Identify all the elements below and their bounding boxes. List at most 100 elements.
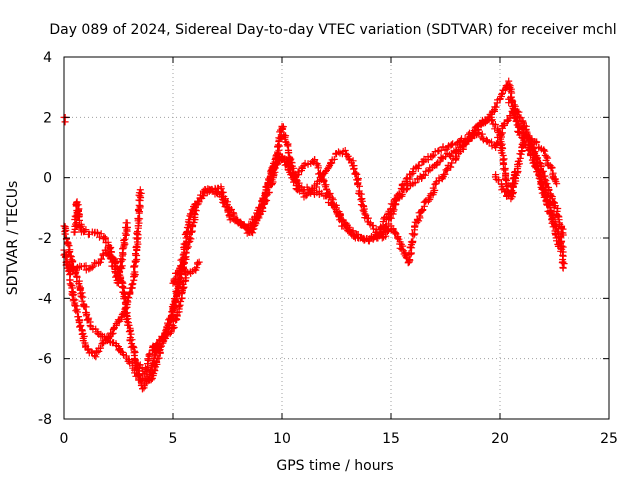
data-points-segment: [76, 322, 89, 351]
data-points-segment: [122, 315, 136, 345]
data-points-segment: [130, 222, 142, 281]
data-points-segment: [342, 150, 357, 170]
data-points-segment: [402, 181, 415, 194]
data-points-segment: [540, 146, 552, 170]
data-points-segment: [546, 209, 561, 242]
series-track-4: [62, 219, 131, 287]
x-tick-label: 10: [273, 431, 291, 447]
data-point: [136, 186, 144, 194]
data-points-segment: [119, 219, 131, 257]
data-points-segment: [73, 272, 88, 309]
data-points-segment: [530, 148, 543, 175]
data-points-segment: [61, 223, 74, 260]
data-points-segment: [106, 338, 120, 350]
data-points-segment: [411, 208, 425, 226]
data-points-segment: [259, 176, 277, 212]
data-points-segment: [488, 116, 503, 137]
data-points-segment: [279, 153, 294, 176]
data-points-segment: [115, 345, 133, 365]
data-points-segment: [84, 345, 96, 357]
data-points-segment: [514, 143, 526, 171]
data-points-segment: [535, 168, 547, 197]
data-points-segment: [410, 155, 428, 173]
series-track-6: [169, 258, 203, 287]
data-points-segment: [558, 256, 568, 271]
series-layer: [60, 77, 568, 393]
x-tick-label: 5: [169, 431, 178, 447]
data-points-segment: [301, 157, 317, 168]
data-points-segment: [444, 152, 461, 171]
data-points-segment: [483, 137, 499, 150]
data-points-segment: [421, 163, 437, 179]
data-points-segment: [518, 133, 529, 150]
series-track-9: [505, 95, 568, 272]
data-points-segment: [127, 342, 142, 374]
data-points-segment: [424, 147, 442, 164]
x-tick-label: 15: [382, 431, 400, 447]
data-point: [511, 168, 519, 176]
y-tick-label: 4: [43, 50, 52, 66]
data-points-segment: [361, 211, 377, 230]
data-points-segment: [522, 127, 537, 154]
data-points-segment: [505, 98, 519, 114]
data-points-segment: [554, 212, 567, 237]
data-points-segment: [152, 336, 164, 350]
data-points-segment: [514, 108, 530, 131]
grid-lines: [64, 57, 609, 419]
data-points-segment: [419, 194, 434, 214]
data-points-segment: [478, 113, 493, 127]
data-points-segment: [140, 374, 153, 392]
data-points-segment: [148, 358, 161, 382]
x-tick-label: 25: [600, 431, 618, 447]
data-points-segment: [387, 225, 404, 246]
data-points-segment: [80, 302, 94, 326]
data-points-segment: [405, 222, 419, 266]
data-points-segment: [69, 291, 83, 325]
data-points-segment: [491, 173, 506, 188]
data-points-segment: [201, 186, 215, 197]
data-points-segment: [553, 237, 567, 259]
y-tick-label: 0: [43, 171, 52, 187]
data-points-segment: [427, 176, 443, 199]
x-tick-label: 20: [491, 431, 509, 447]
data-points-segment: [507, 169, 519, 195]
data-points-segment: [411, 172, 426, 187]
data-points-segment: [63, 260, 80, 274]
data-points-segment: [97, 330, 110, 345]
data-points-segment: [532, 138, 545, 153]
data-points-segment: [141, 355, 152, 376]
data-points-segment: [541, 179, 556, 201]
data-points-segment: [396, 240, 412, 267]
data-points-segment: [73, 199, 86, 234]
y-tick-label: -6: [38, 352, 52, 368]
data-points-segment: [325, 150, 340, 171]
data-points-segment: [339, 217, 354, 236]
data-points-segment: [191, 259, 202, 274]
series-track-8: [491, 168, 519, 200]
y-tick-labels: -8 -6 -4 -2 0 2 4: [38, 50, 52, 428]
data-points-segment: [437, 141, 455, 154]
data-points-segment: [314, 166, 330, 185]
data-points-segment: [432, 153, 447, 169]
data-points-segment: [501, 107, 516, 128]
data-points-segment: [88, 259, 102, 272]
y-tick-label: -4: [38, 291, 52, 307]
data-points-segment: [184, 268, 195, 277]
data-points-segment: [169, 275, 183, 313]
data-points-segment: [435, 166, 451, 183]
data-points-segment: [217, 185, 234, 219]
data-points-segment: [96, 246, 109, 266]
data-points-segment: [284, 149, 301, 193]
series-track-10: [60, 113, 69, 126]
data-points-segment: [456, 135, 473, 155]
x-tick-labels: 0 5 10 15 20 25: [60, 431, 618, 447]
data-points-segment: [294, 186, 308, 201]
data-points-segment: [226, 215, 242, 225]
data-points-segment: [191, 194, 206, 208]
data-points-segment: [402, 169, 417, 187]
data-points-segment: [80, 226, 93, 238]
data-points-segment: [496, 131, 511, 184]
data-points-segment: [187, 203, 198, 218]
y-tick-label: -8: [38, 412, 52, 428]
